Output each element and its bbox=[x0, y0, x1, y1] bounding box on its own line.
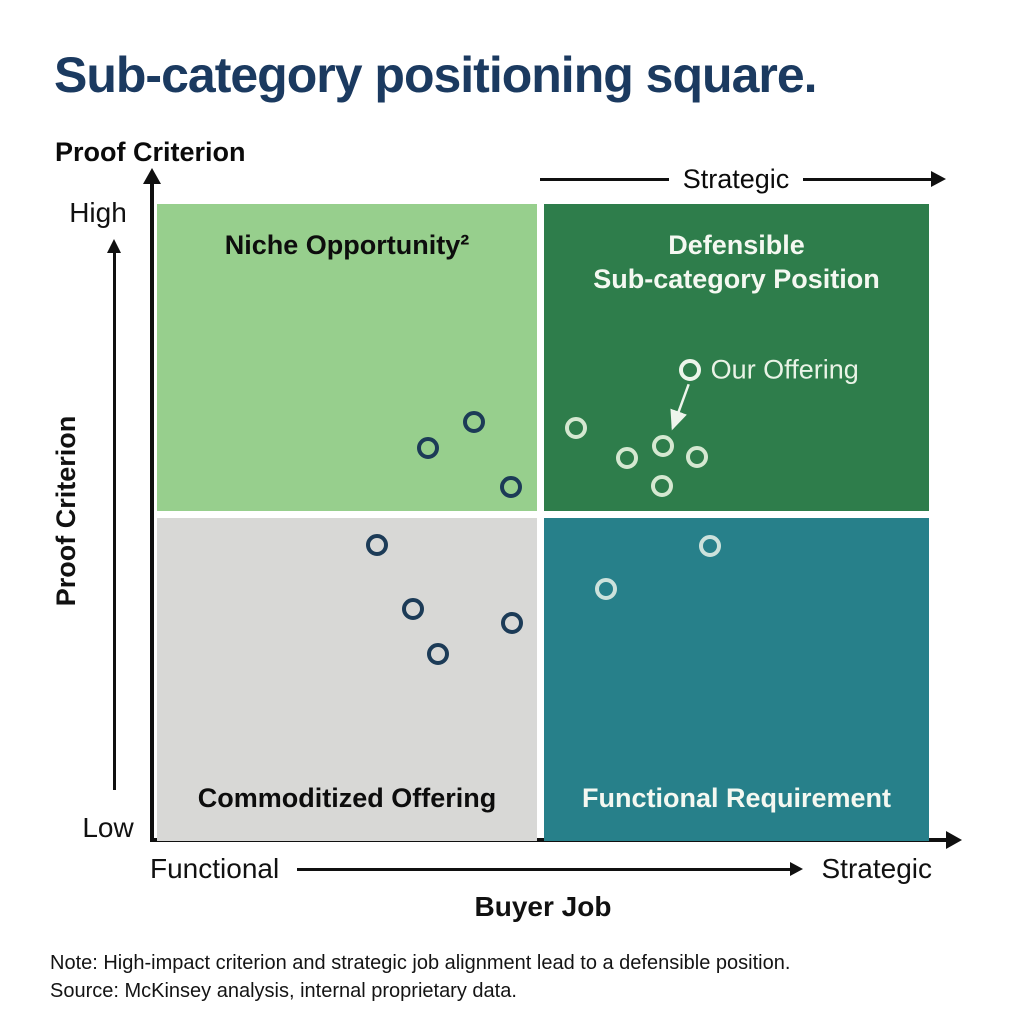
data-point bbox=[501, 612, 524, 635]
inner-y-arrow-line bbox=[113, 252, 116, 790]
data-point bbox=[685, 445, 708, 468]
x-left-label: Functional bbox=[150, 853, 280, 884]
data-point bbox=[500, 475, 523, 498]
right-arrow-icon bbox=[297, 861, 803, 876]
x-axis-range-labels: Functional Strategic bbox=[150, 853, 932, 885]
annotation-arrow bbox=[670, 383, 690, 431]
y-axis-rotated-label: Proof Criterion bbox=[51, 415, 81, 607]
x-axis-title: Buyer Job bbox=[474, 891, 612, 922]
quadrant-grid: Niche Opportunity² Defensible Sub-catego… bbox=[157, 204, 929, 841]
arrow-line bbox=[540, 177, 669, 181]
data-point bbox=[366, 533, 389, 556]
x-right-label: Strategic bbox=[821, 853, 933, 884]
quadrant-label: Functional Requirement bbox=[581, 783, 892, 813]
quadrant-niche-opportunity: Niche Opportunity² bbox=[157, 204, 537, 511]
data-point bbox=[595, 577, 618, 600]
data-point bbox=[402, 598, 425, 621]
source-text: Source: McKinsey analysis, internal prop… bbox=[50, 980, 517, 1002]
data-point bbox=[427, 642, 449, 665]
y-low-label: Low bbox=[82, 812, 134, 843]
x-axis-arrowhead-icon bbox=[946, 831, 962, 849]
quadrant-functional-requirement: Functional Requirement bbox=[544, 518, 929, 841]
up-arrow-icon bbox=[107, 239, 121, 253]
data-point bbox=[650, 475, 673, 498]
y-axis-title: Proof Criterion bbox=[55, 137, 246, 167]
scatter-points-layer bbox=[157, 204, 929, 841]
quadrant-defensible-position: Defensible Sub-category Position bbox=[544, 204, 929, 511]
y-high-label: High bbox=[69, 197, 127, 228]
data-point bbox=[698, 535, 721, 558]
quadrant-label: Niche Opportunity² bbox=[224, 230, 470, 260]
data-point bbox=[651, 435, 674, 458]
top-strategic-arrow: Strategic bbox=[540, 164, 946, 194]
right-arrow-icon bbox=[803, 170, 946, 187]
top-arrow-label: Strategic bbox=[682, 163, 790, 194]
y-axis-arrowhead-icon bbox=[143, 168, 161, 184]
data-point bbox=[416, 436, 439, 459]
data-point bbox=[565, 417, 588, 440]
page-title: Sub-category positioning square. bbox=[54, 47, 818, 103]
data-point bbox=[463, 410, 486, 433]
note-text: Note: High-impact criterion and strategi… bbox=[50, 952, 791, 974]
data-point bbox=[616, 447, 639, 470]
our-offering-marker bbox=[678, 359, 701, 382]
y-axis-line bbox=[150, 182, 154, 841]
quadrant-label: Defensible Sub-category Position bbox=[593, 230, 880, 294]
quadrant-label: Commoditized Offering bbox=[197, 783, 497, 813]
quadrant-commoditized-offering: Commoditized Offering bbox=[157, 518, 537, 841]
